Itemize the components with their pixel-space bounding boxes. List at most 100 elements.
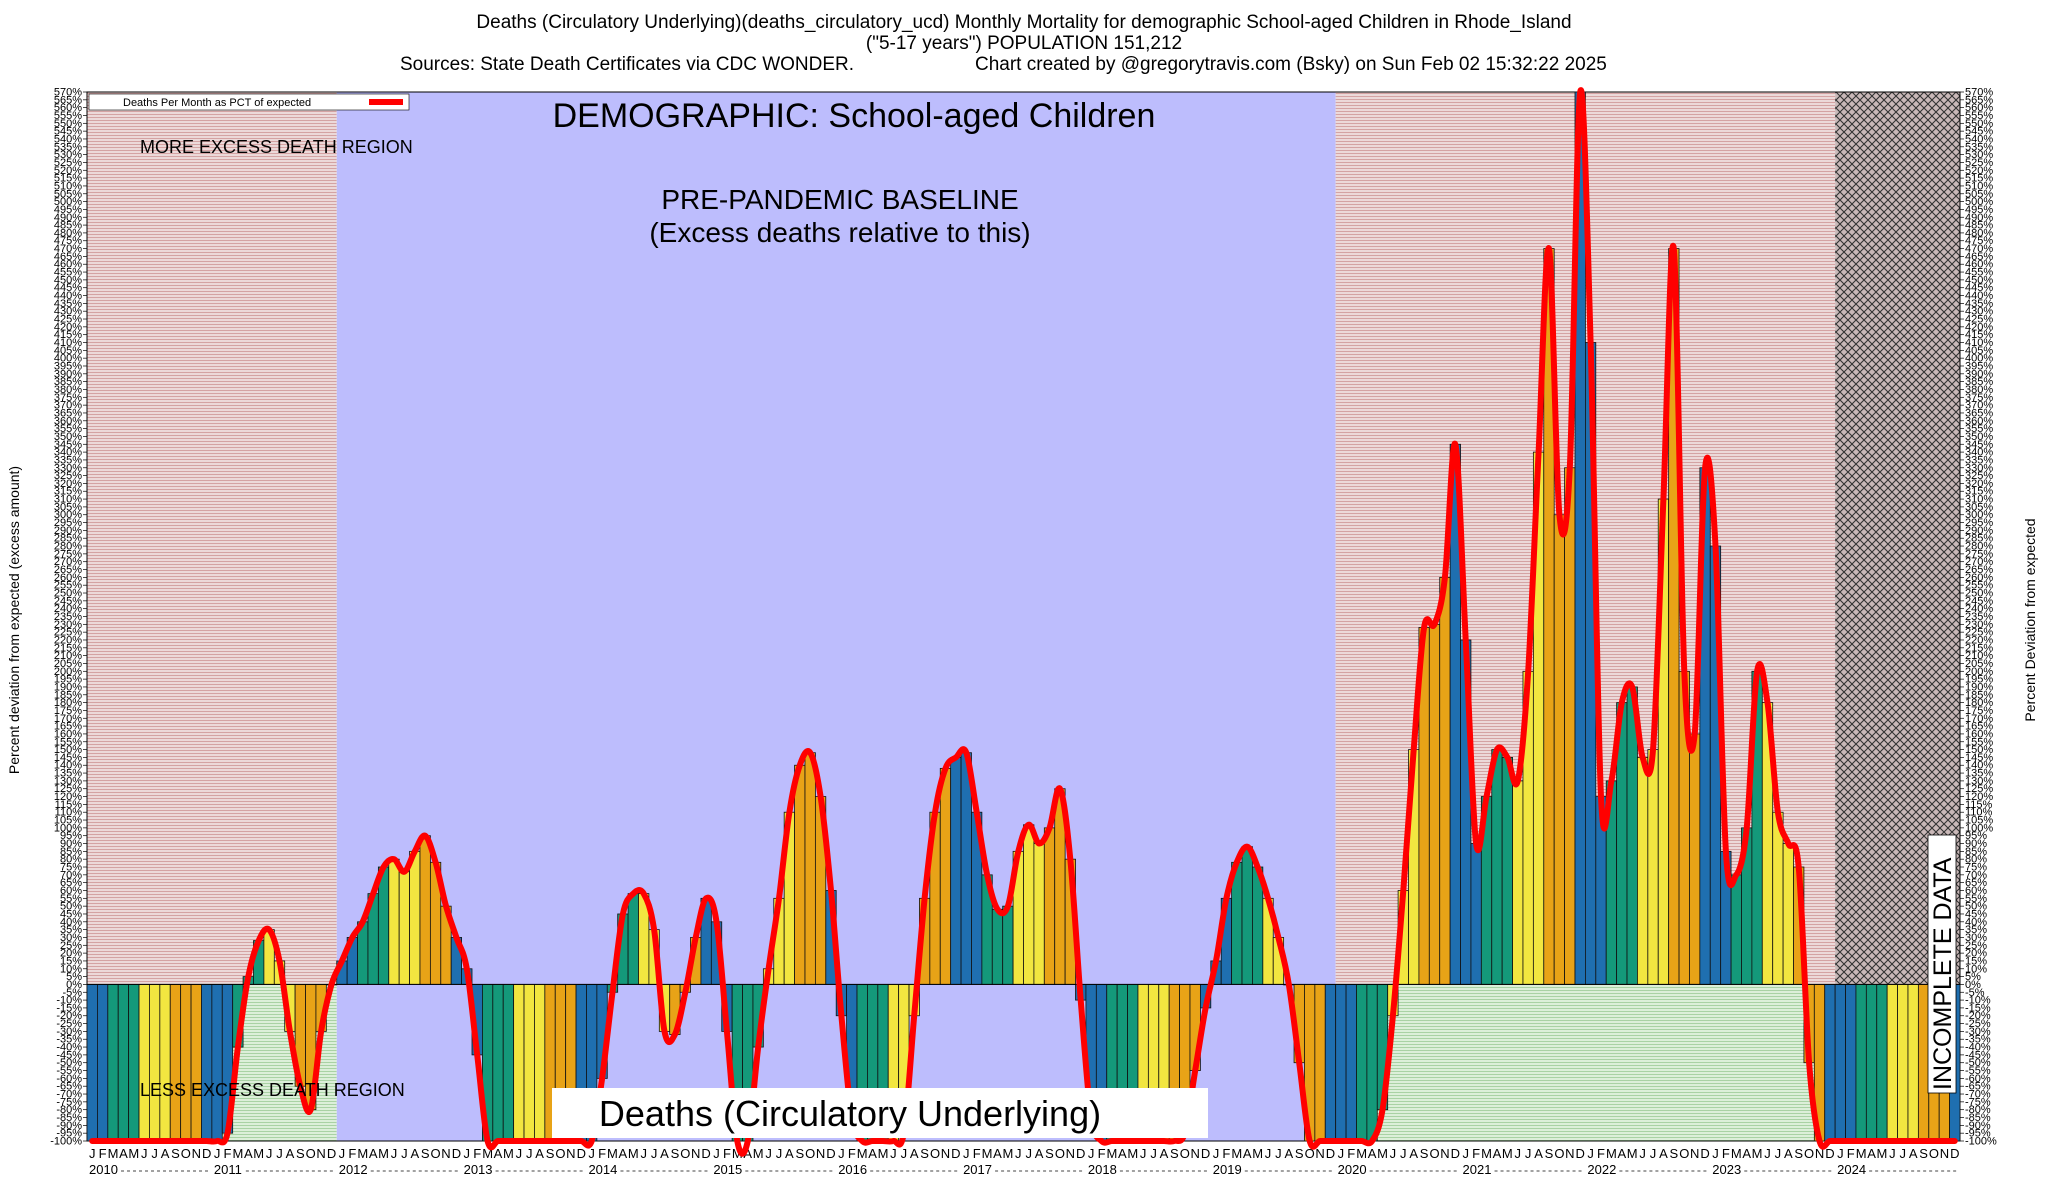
y-tick-label-right: 105% bbox=[1965, 815, 1993, 827]
x-month-label: D bbox=[1700, 1146, 1709, 1161]
x-month-label: A bbox=[1534, 1146, 1543, 1161]
bar-28 bbox=[377, 866, 390, 985]
x-month-label: A bbox=[1368, 1146, 1377, 1161]
x-month-label: D bbox=[327, 1146, 336, 1161]
y-tick-label-right: 140% bbox=[1965, 760, 1993, 772]
y-tick-label-right: 440% bbox=[1965, 290, 1993, 302]
y-tick-label-left: 340% bbox=[54, 447, 82, 459]
x-month-label: S bbox=[171, 1146, 180, 1161]
x-month-label: N bbox=[1815, 1146, 1824, 1161]
x-month-label: J bbox=[214, 1146, 221, 1161]
y-tick-label-right: 10% bbox=[1965, 963, 1987, 975]
x-month-label: A bbox=[910, 1146, 919, 1161]
bar-40 bbox=[502, 984, 515, 1142]
y-tick-label-right: 420% bbox=[1965, 321, 1993, 333]
x-month-label: M bbox=[1107, 1146, 1118, 1161]
bar-122 bbox=[1356, 984, 1368, 1142]
y-tick-label-left: 540% bbox=[54, 133, 82, 145]
y-tick-label-right: 30% bbox=[1965, 932, 1987, 944]
y-tick-label-right: -25% bbox=[1965, 1018, 1991, 1030]
x-month-label: O bbox=[1305, 1146, 1315, 1161]
y-tick-label-left: 185% bbox=[54, 689, 82, 701]
y-tick-label-left: 365% bbox=[54, 407, 82, 419]
x-month-label: M bbox=[503, 1146, 514, 1161]
y-tick-label-right: 155% bbox=[1965, 736, 1993, 748]
x-month-label: A bbox=[1742, 1146, 1751, 1161]
bar-173 bbox=[1886, 984, 1898, 1142]
y-tick-label-right: 50% bbox=[1965, 901, 1987, 913]
x-month-label: F bbox=[99, 1146, 107, 1161]
y-tick-label-right: 130% bbox=[1965, 775, 1993, 787]
x-month-label: J bbox=[901, 1146, 908, 1161]
y-tick-label-left: 40% bbox=[60, 916, 82, 928]
y-tick-label-left: 430% bbox=[54, 306, 82, 318]
baseline-label-2: (Excess deaths relative to this) bbox=[649, 217, 1030, 248]
x-month-label: D bbox=[1825, 1146, 1834, 1161]
x-month-label: J bbox=[151, 1146, 158, 1161]
y-tick-label-right: 510% bbox=[1965, 180, 1993, 192]
y-tick-label-right: 430% bbox=[1965, 306, 1993, 318]
x-month-label: J bbox=[1712, 1146, 1719, 1161]
y-tick-label-left: 220% bbox=[54, 634, 82, 646]
bar-10 bbox=[190, 984, 202, 1142]
bar-150 bbox=[1647, 749, 1659, 985]
y-tick-label-left: 35% bbox=[60, 924, 82, 936]
y-tick-label-left: 530% bbox=[54, 149, 82, 161]
y-tick-label-left: -35% bbox=[56, 1034, 82, 1046]
y-tick-label-right: 90% bbox=[1965, 838, 1987, 850]
x-month-label: S bbox=[1295, 1146, 1304, 1161]
y-tick-label-left: 470% bbox=[54, 243, 82, 255]
x-month-label: S bbox=[421, 1146, 430, 1161]
y-tick-label-right: -35% bbox=[1965, 1034, 1991, 1046]
y-tick-label-right: 225% bbox=[1965, 627, 1993, 639]
y-tick-label-left: 110% bbox=[55, 807, 83, 819]
y-tick-label-right: 540% bbox=[1965, 133, 1993, 145]
y-tick-label-left: 570% bbox=[54, 87, 82, 99]
y-tick-label-right: 305% bbox=[1965, 501, 1993, 513]
y-tick-label-left: 400% bbox=[54, 353, 82, 365]
x-month-label: A bbox=[743, 1146, 752, 1161]
bar-149 bbox=[1637, 757, 1649, 985]
x-month-label: O bbox=[680, 1146, 690, 1161]
y-tick-label-left: -100% bbox=[50, 1136, 82, 1148]
bar-167 bbox=[1824, 984, 1836, 1142]
y-tick-label-right: 210% bbox=[1965, 650, 1993, 662]
y-axis-title-left: Percent deviation from expected (excess … bbox=[6, 466, 22, 774]
y-tick-label-right: 415% bbox=[1965, 329, 1993, 341]
x-month-label: J bbox=[1639, 1146, 1646, 1161]
bar-69 bbox=[804, 752, 816, 985]
bar-158 bbox=[1730, 874, 1742, 985]
y-tick-label-right: 15% bbox=[1965, 955, 1987, 967]
y-tick-label-left: 350% bbox=[54, 431, 82, 443]
y-tick-label-right: 380% bbox=[1965, 384, 1993, 396]
y-tick-label-left: -65% bbox=[56, 1081, 82, 1093]
x-year-label-2021: 2021 bbox=[1463, 1162, 1492, 1177]
x-month-label: F bbox=[1847, 1146, 1855, 1161]
y-tick-label-right: 235% bbox=[1965, 611, 1993, 623]
y-tick-label-right: 180% bbox=[1965, 697, 1993, 709]
x-month-label: A bbox=[535, 1146, 544, 1161]
y-axis-ticks: -100% -100%-95% -95%-90% -90%-85% -85%-80% -8… bbox=[50, 87, 1997, 1148]
y-tick-label-right: -90% bbox=[1965, 1120, 1991, 1132]
y-tick-label-right: 145% bbox=[1965, 752, 1993, 764]
x-month-label: O bbox=[1929, 1146, 1939, 1161]
y-tick-label-left: 90% bbox=[60, 838, 82, 850]
y-tick-label-right: 340% bbox=[1965, 447, 1993, 459]
x-month-label: F bbox=[1597, 1146, 1605, 1161]
x-month-label: A bbox=[1118, 1146, 1127, 1161]
y-tick-label-left: 535% bbox=[54, 141, 82, 153]
x-month-label: N bbox=[1315, 1146, 1324, 1161]
x-month-label: A bbox=[369, 1146, 378, 1161]
x-month-label: A bbox=[868, 1146, 877, 1161]
y-tick-label-right: 570% bbox=[1965, 87, 1993, 99]
bar-170 bbox=[1855, 984, 1867, 1142]
x-month-label: O bbox=[431, 1146, 441, 1161]
x-month-label: J bbox=[1150, 1146, 1157, 1161]
bar-168 bbox=[1834, 984, 1846, 1142]
y-tick-label-left: 250% bbox=[54, 588, 82, 600]
y-tick-label-left: 310% bbox=[54, 494, 82, 506]
y-tick-label-left: 560% bbox=[54, 102, 82, 114]
bar-172 bbox=[1876, 984, 1888, 1142]
x-month-label: F bbox=[1722, 1146, 1730, 1161]
